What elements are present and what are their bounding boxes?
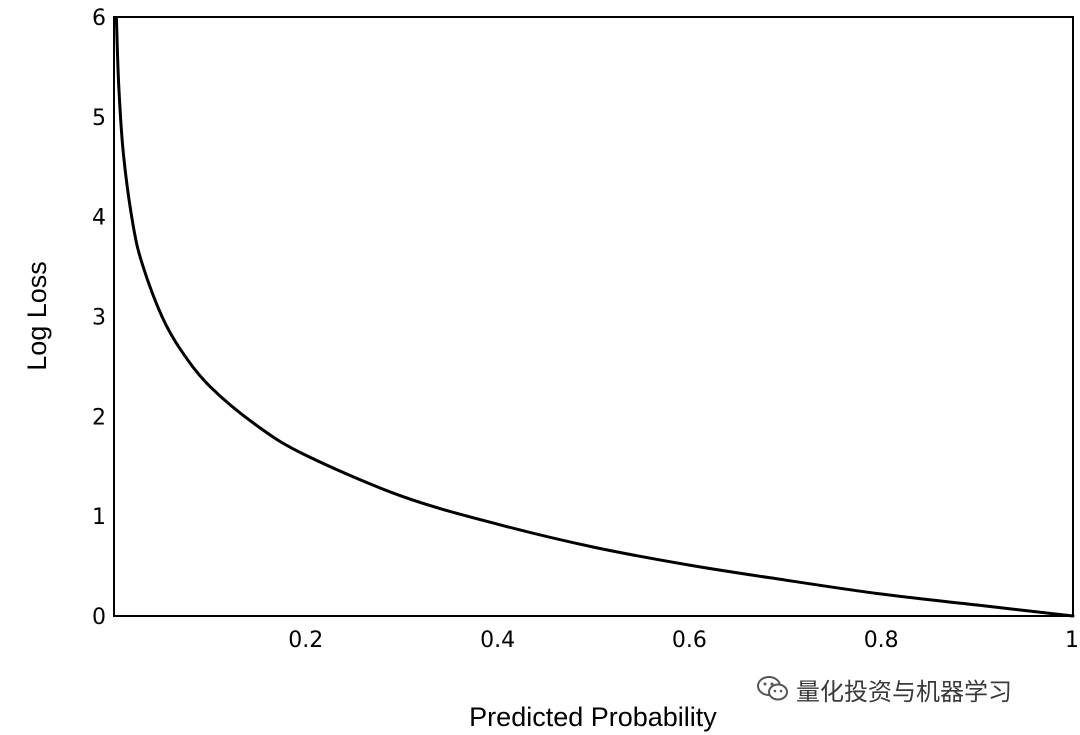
plot-frame bbox=[113, 16, 1074, 617]
x-axis-ticks: 0.2 0.4 0.6 0.8 1 bbox=[288, 628, 1079, 653]
y-axis-ticks: 0 1 2 3 4 5 6 bbox=[92, 6, 106, 630]
x-tick-label: 0.6 bbox=[672, 628, 707, 653]
y-tick-label: 3 bbox=[92, 306, 106, 331]
x-tick-label: 0.8 bbox=[864, 628, 899, 653]
y-tick-label: 0 bbox=[92, 605, 106, 630]
wechat-icon bbox=[757, 676, 788, 701]
y-tick-label: 2 bbox=[92, 405, 106, 430]
y-tick-label: 1 bbox=[92, 505, 106, 530]
x-axis-title: Predicted Probability bbox=[469, 702, 717, 732]
x-tick-label: 0.2 bbox=[288, 628, 323, 653]
watermark: 量化投资与机器学习 bbox=[756, 671, 1012, 707]
y-tick-label: 5 bbox=[92, 106, 106, 131]
x-tick-label: 0.4 bbox=[480, 628, 515, 653]
y-tick-label: 6 bbox=[92, 6, 106, 31]
y-tick-label: 4 bbox=[92, 206, 106, 231]
log-loss-curve bbox=[114, 16, 1075, 618]
y-axis-title: Log Loss bbox=[22, 261, 52, 371]
watermark-text: 量化投资与机器学习 bbox=[796, 677, 1012, 706]
x-tick-label: 1 bbox=[1065, 628, 1079, 653]
